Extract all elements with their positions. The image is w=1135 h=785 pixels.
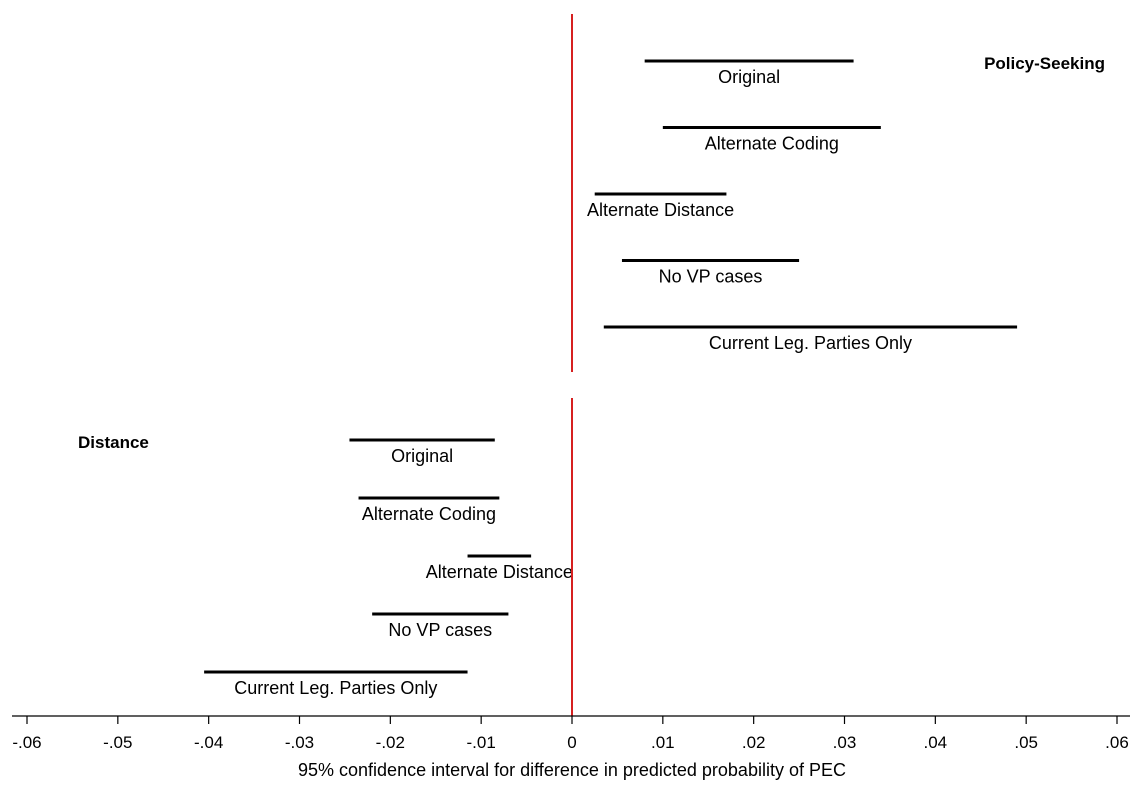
x-tick-label: -.02 <box>376 733 405 752</box>
x-tick-label: .05 <box>1014 733 1038 752</box>
interval-label: Alternate Coding <box>362 504 496 524</box>
x-tick-label: -.01 <box>467 733 496 752</box>
interval-label: Current Leg. Parties Only <box>234 678 437 698</box>
x-tick-label: -.05 <box>103 733 132 752</box>
x-tick-label: .01 <box>651 733 675 752</box>
x-tick-label: -.04 <box>194 733 223 752</box>
x-tick-label: -.03 <box>285 733 314 752</box>
x-tick-label: .02 <box>742 733 766 752</box>
x-tick-label: .04 <box>924 733 948 752</box>
x-axis: -.06 -.05 -.04 -.03 -.02 -.01 0 .01 .02 .03 .04 .05… <box>12 715 1130 752</box>
group-label: Distance <box>78 433 149 452</box>
interval-label: Original <box>718 67 780 87</box>
interval-label: No VP cases <box>659 267 763 287</box>
x-tick-label: -.06 <box>12 733 41 752</box>
interval-label: Original <box>391 446 453 466</box>
group-labels: Policy-Seeking Distance <box>78 54 1105 452</box>
interval-label: Alternate Distance <box>426 562 573 582</box>
interval-label: Alternate Distance <box>587 200 734 220</box>
x-axis-title: 95% confidence interval for difference i… <box>298 760 846 780</box>
intervals-layer: Original Alternate Coding Alternate Distan… <box>204 59 1018 698</box>
x-tick-label: 0 <box>567 733 576 752</box>
interval-label: Alternate Coding <box>705 134 839 154</box>
x-tick-label: .03 <box>833 733 857 752</box>
x-tick-label: .06 <box>1105 733 1129 752</box>
interval-label: Current Leg. Parties Only <box>709 333 912 353</box>
group-label: Policy-Seeking <box>984 54 1105 73</box>
interval-label: No VP cases <box>388 620 492 640</box>
